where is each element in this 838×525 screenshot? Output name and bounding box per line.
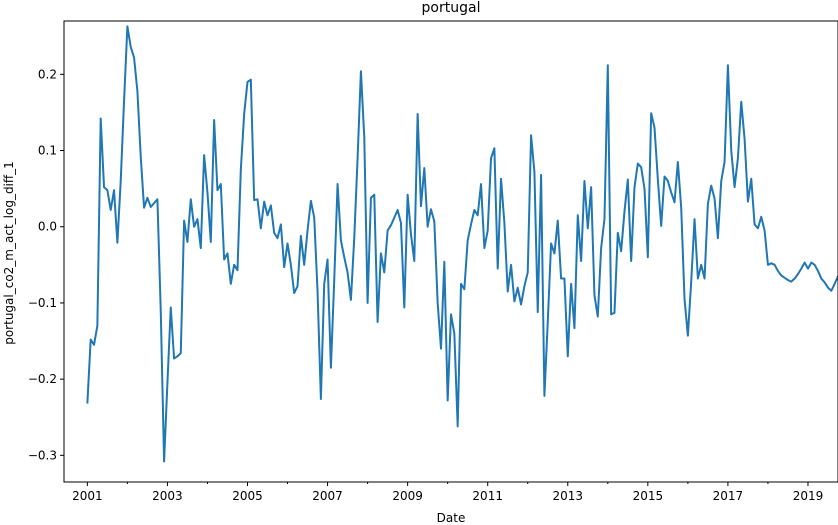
y-axis: 0.2 0.1 0.0 −0.1 −0.2 −0.3 bbox=[28, 67, 64, 462]
y-tick-label: 0.0 bbox=[38, 220, 57, 234]
y-tick-label: −0.2 bbox=[28, 372, 57, 386]
x-tick-label: 2001 bbox=[72, 489, 103, 503]
plot-frame bbox=[63, 20, 838, 483]
x-tick-label: 2013 bbox=[552, 489, 583, 503]
x-tick-label: 2017 bbox=[713, 489, 744, 503]
x-tick-label: 2015 bbox=[633, 489, 664, 503]
x-axis-label: Date bbox=[437, 511, 466, 525]
x-tick-label: 2005 bbox=[232, 489, 263, 503]
y-tick-label: 0.1 bbox=[38, 144, 57, 158]
x-tick-label: 2007 bbox=[312, 489, 343, 503]
x-tick-label: 2003 bbox=[152, 489, 183, 503]
x-tick-label: 2009 bbox=[392, 489, 423, 503]
series-line bbox=[86, 25, 838, 463]
plot-area bbox=[63, 20, 838, 483]
x-axis: 2001 2003 2005 2007 2009 2011 2013 2015 2017 2019 bbox=[72, 482, 823, 503]
y-tick-label: −0.1 bbox=[28, 296, 57, 310]
y-axis-label: portugal_co2_m_act_log_diff_1 bbox=[2, 161, 16, 345]
x-tick-label: 2019 bbox=[793, 489, 824, 503]
y-tick-label: −0.3 bbox=[28, 448, 57, 462]
x-tick-label: 2011 bbox=[472, 489, 503, 503]
chart-title: portugal bbox=[422, 0, 481, 16]
y-tick-label: 0.2 bbox=[38, 67, 57, 81]
